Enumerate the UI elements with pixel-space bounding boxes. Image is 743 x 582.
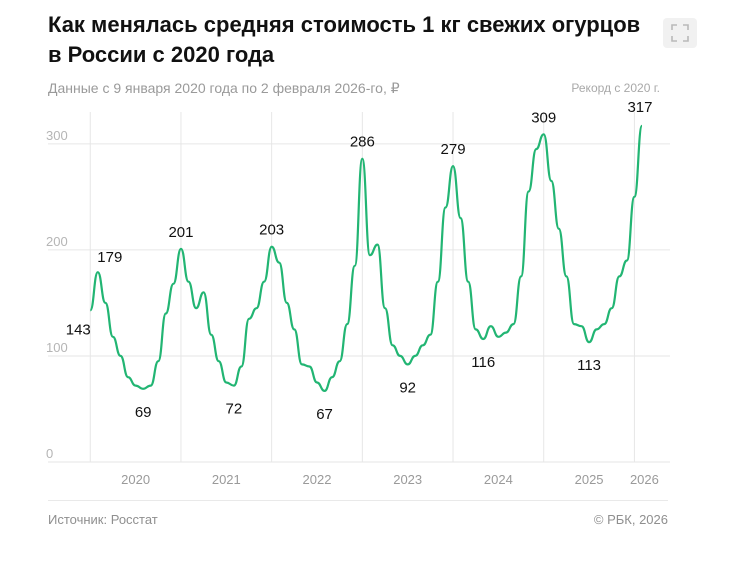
expand-button[interactable] (663, 18, 697, 48)
data-label: 203 (259, 222, 284, 239)
data-label: 279 (441, 141, 466, 158)
y-tick-label: 0 (46, 446, 53, 461)
y-tick-label: 100 (46, 340, 68, 355)
record-note: Рекорд с 2020 г. (571, 81, 660, 95)
source-note: Источник: Росстат (48, 512, 158, 527)
data-label: 143 (66, 321, 91, 338)
data-label: 92 (399, 379, 416, 396)
data-label: 179 (97, 249, 122, 266)
data-label: 116 (471, 354, 495, 371)
data-label: 201 (168, 224, 193, 241)
expand-icon (671, 24, 689, 42)
y-tick-label: 200 (46, 234, 68, 249)
x-tick-label: 2024 (484, 472, 513, 487)
data-label: 317 (627, 99, 652, 116)
data-label: 67 (316, 406, 333, 423)
x-tick-label: 2023 (393, 472, 422, 487)
series-line (89, 124, 644, 392)
x-tick-label: 2020 (121, 472, 150, 487)
line-chart: 0 100 200 300 2020 2021 2022 2023 2024 2025 2026 14… (46, 81, 670, 487)
x-tick-label: 2025 (575, 472, 604, 487)
data-label: 69 (135, 404, 152, 421)
data-label: 113 (577, 357, 601, 374)
x-tick-label: 2026 (630, 472, 659, 487)
x-tick-label: 2021 (212, 472, 241, 487)
footer-divider (48, 500, 668, 501)
data-label: 72 (226, 401, 243, 418)
chart-subtitle: Данные с 9 января 2020 года по 2 февраля… (48, 80, 400, 96)
x-tick-label: 2022 (303, 472, 332, 487)
y-tick-label: 300 (46, 128, 68, 143)
chart-card: Как менялась средняя стоимость 1 кг свеж… (30, 0, 697, 545)
copyright: © РБК, 2026 (593, 512, 668, 527)
data-label: 309 (531, 109, 556, 126)
data-label: 286 (350, 134, 375, 151)
chart-title: Как менялась средняя стоимость 1 кг свеж… (48, 12, 641, 67)
